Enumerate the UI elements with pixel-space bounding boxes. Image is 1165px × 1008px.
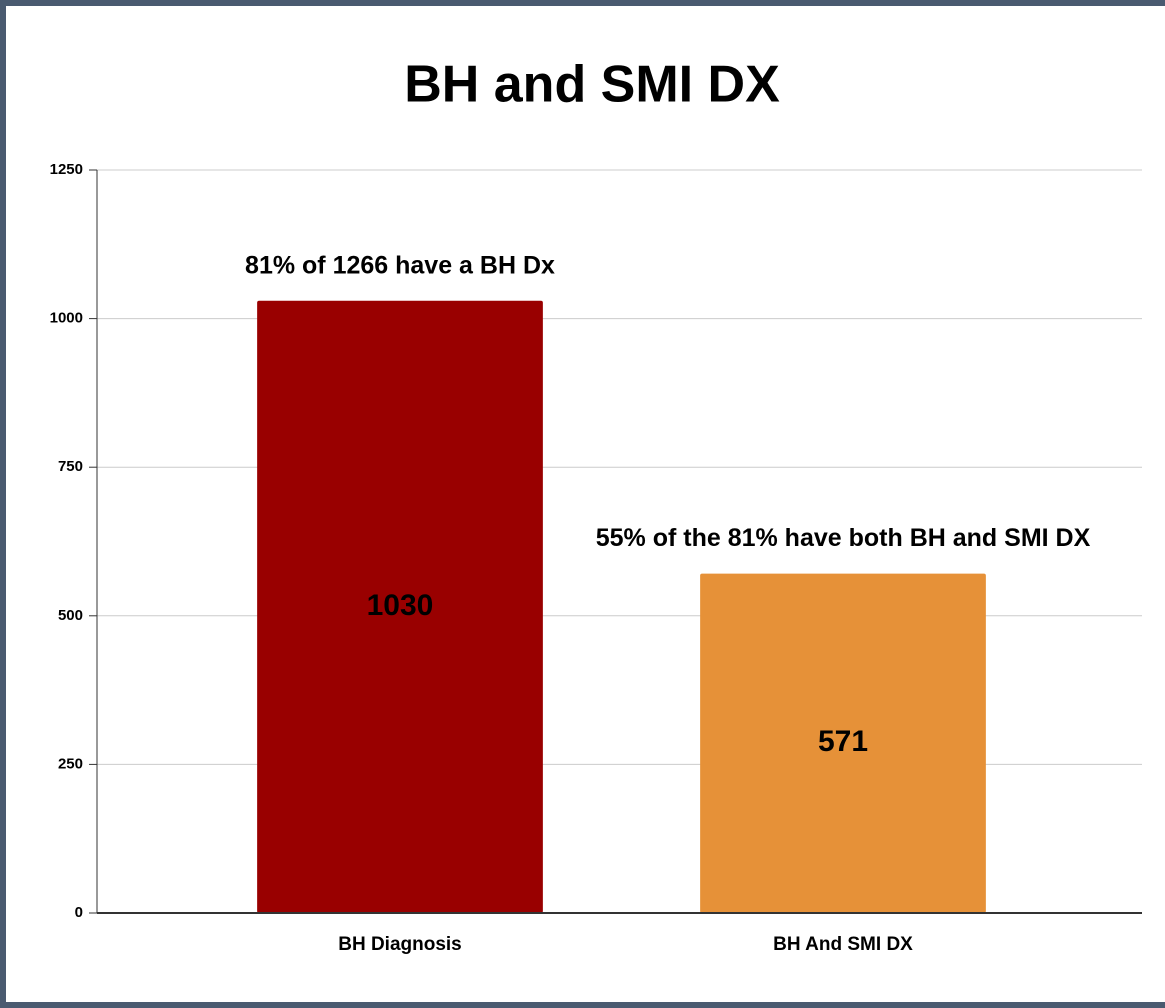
annotation: 55% of the 81% have both BH and SMI DX [596, 524, 1091, 552]
y-tick-label: 750 [58, 458, 83, 475]
data-label: 1030 [367, 589, 434, 622]
bar [700, 573, 986, 913]
y-tick-label: 500 [58, 607, 83, 624]
y-tick-label: 0 [75, 904, 83, 921]
data-label: 571 [818, 725, 868, 758]
y-tick-label: 1000 [50, 310, 83, 327]
annotation: 81% of 1266 have a BH Dx [245, 251, 555, 279]
x-tick-label: BH And SMI DX [773, 934, 913, 955]
y-tick-label: 250 [58, 755, 83, 772]
chart-title: BH and SMI DX [404, 56, 780, 114]
x-tick-label: BH Diagnosis [338, 934, 462, 955]
bar [257, 300, 543, 913]
y-tick-label: 1250 [50, 161, 83, 178]
